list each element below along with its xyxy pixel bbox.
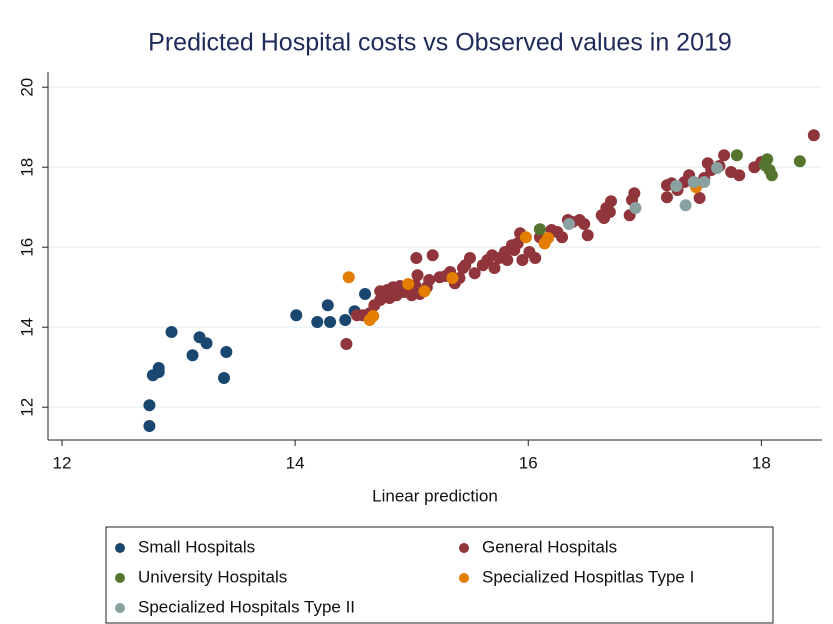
chart-title: Predicted Hospital costs vs Observed val… (148, 29, 732, 57)
x-tick-label: 14 (286, 453, 305, 472)
scatter-point (765, 169, 778, 182)
scatter-point (367, 310, 380, 322)
y-tick-label: 20 (17, 78, 36, 97)
scatter-point (143, 420, 156, 432)
scatter-point (533, 223, 546, 236)
scatter-point (628, 187, 641, 200)
scatter-point (603, 206, 616, 218)
scatter-point (339, 314, 352, 326)
scatter-point (670, 180, 683, 192)
scatter-point (218, 372, 231, 384)
scatter-point (468, 267, 481, 280)
y-tick-label: 12 (17, 398, 36, 417)
scatter-point (411, 269, 424, 282)
scatter-point (687, 176, 700, 188)
scatter-point (446, 272, 459, 284)
scatter-point (733, 169, 746, 182)
scatter-point (793, 155, 806, 168)
scatter-point (711, 162, 724, 174)
scatter-point (578, 218, 591, 230)
x-tick-label: 18 (752, 453, 771, 472)
legend-label: Specialized Hospitlas Type I (482, 567, 694, 586)
scatter-point (556, 231, 569, 244)
scatter-point (321, 299, 334, 312)
scatter-point (516, 254, 529, 266)
scatter-point (807, 129, 820, 142)
scatter-point (660, 191, 673, 204)
scatter-point (730, 149, 743, 162)
legend-marker (459, 573, 469, 583)
scatter-point (529, 252, 542, 264)
scatter-point (402, 278, 415, 290)
scatter-point (761, 153, 774, 166)
legend-label: General Hospitals (482, 537, 617, 556)
scatter-point (143, 399, 156, 412)
scatter-point (340, 338, 353, 350)
scatter-point (605, 195, 618, 208)
scatter-point (152, 362, 165, 374)
legend-box (105, 526, 774, 624)
scatter-point (418, 285, 431, 298)
legend-label: Specialized Hospitals Type II (138, 597, 355, 616)
legend-marker (115, 573, 125, 583)
scatter-point (311, 316, 324, 328)
legend-marker (459, 543, 469, 553)
scatter-point (342, 271, 355, 284)
scatter-point (488, 262, 501, 274)
scatter-point (186, 349, 199, 362)
scatter-point (463, 252, 476, 264)
scatter-point (359, 288, 372, 300)
scatter-point (679, 199, 692, 212)
legend-label: Small Hospitals (138, 537, 255, 556)
scatter-point (519, 231, 532, 244)
x-tick-label: 16 (519, 453, 538, 472)
scatter-point (374, 294, 387, 306)
scatter-point (718, 149, 731, 162)
scatter-point (501, 254, 514, 266)
scatter-point (324, 316, 337, 328)
scatter-point (410, 252, 423, 264)
x-tick-label: 12 (53, 453, 72, 472)
scatter-point (290, 309, 303, 322)
scatter-point (693, 192, 706, 204)
scatter-point (165, 326, 178, 338)
legend-label: University Hospitals (138, 567, 287, 586)
scatter-point (698, 176, 711, 188)
x-axis-label: Linear prediction (372, 486, 498, 505)
scatter-point (542, 232, 555, 244)
scatter-point (629, 202, 642, 214)
y-tick-label: 18 (17, 158, 36, 177)
y-tick-label: 16 (17, 238, 36, 257)
y-tick-label: 14 (17, 318, 36, 337)
scatter-point (200, 337, 213, 350)
legend-marker (115, 603, 125, 613)
scatter-point (563, 218, 576, 230)
scatter-point (423, 274, 436, 286)
legend-marker (115, 543, 125, 553)
scatter-point (426, 249, 439, 262)
scatter-point (581, 229, 594, 242)
scatter-point (220, 346, 233, 358)
